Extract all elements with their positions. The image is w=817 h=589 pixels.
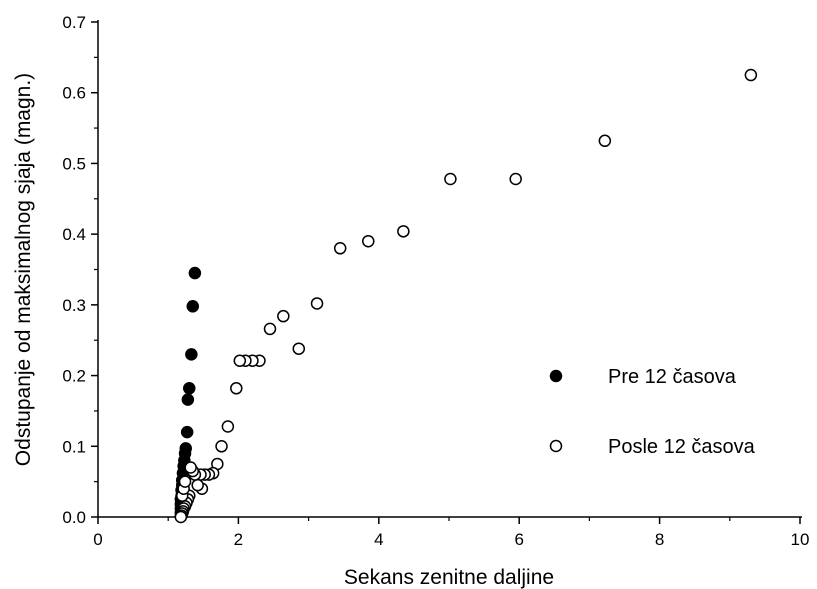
data-point-posle [178,475,192,488]
data-points [174,68,758,524]
data-point-posle [277,309,290,323]
y-tick-label: 0.2 [62,367,86,386]
data-point-posle [230,382,243,395]
data-point-pre [183,382,196,395]
data-point-posle [509,172,522,186]
legend-label-pre: Pre 12 časova [608,366,737,388]
data-point-posle [184,461,197,474]
data-point-posle [233,354,247,367]
legend-marker-pre [549,369,563,383]
legend-label-posle: Posle 12 časova [608,436,756,458]
x-tick-label: 6 [514,530,523,549]
data-point-posle [362,234,375,248]
legend: Pre 12 časova Posle 12 časova [549,366,756,458]
y-tick-label: 0.7 [62,13,86,32]
axes [97,20,802,518]
data-point-posle [263,322,277,336]
x-axis-ticks: 0 2 4 6 8 10 [93,517,809,549]
data-point-posle [397,225,410,238]
y-tick-label: 0.4 [62,225,86,244]
data-point-posle [444,172,457,186]
y-tick-label: 0.3 [62,296,86,315]
y-tick-label: 0.6 [62,84,86,103]
data-point-posle [292,342,306,355]
data-point-posle [221,420,235,433]
x-tick-label: 2 [234,530,243,549]
x-tick-label: 4 [374,530,383,549]
x-axis-title: Sekans zenitne daljine [344,566,554,589]
x-tick-label: 0 [93,530,102,549]
y-axis-title: Odstupanje od maksimalnog sjaja (magn.) [12,73,35,466]
data-point-posle [744,68,758,82]
x-tick-label: 10 [791,530,810,549]
data-point-posle [310,297,324,310]
data-point-posle [191,478,204,492]
y-tick-label: 0.5 [62,154,86,173]
y-axis-ticks: 0.0 0.1 0.2 0.3 0.4 0.5 0.6 0.7 [62,13,98,527]
y-tick-label: 0.0 [62,508,86,527]
data-point-posle [333,242,347,255]
data-point-pre [181,393,195,406]
data-point-pre [186,300,200,313]
data-point-posle [215,440,228,453]
legend-marker-posle [549,439,563,453]
data-point-posle [174,510,188,524]
data-point-pre [180,425,194,439]
data-point-pre [185,348,198,361]
y-tick-label: 0.1 [62,437,86,456]
x-tick-label: 8 [655,530,664,549]
data-point-pre [188,266,202,280]
data-point-posle [598,134,612,148]
